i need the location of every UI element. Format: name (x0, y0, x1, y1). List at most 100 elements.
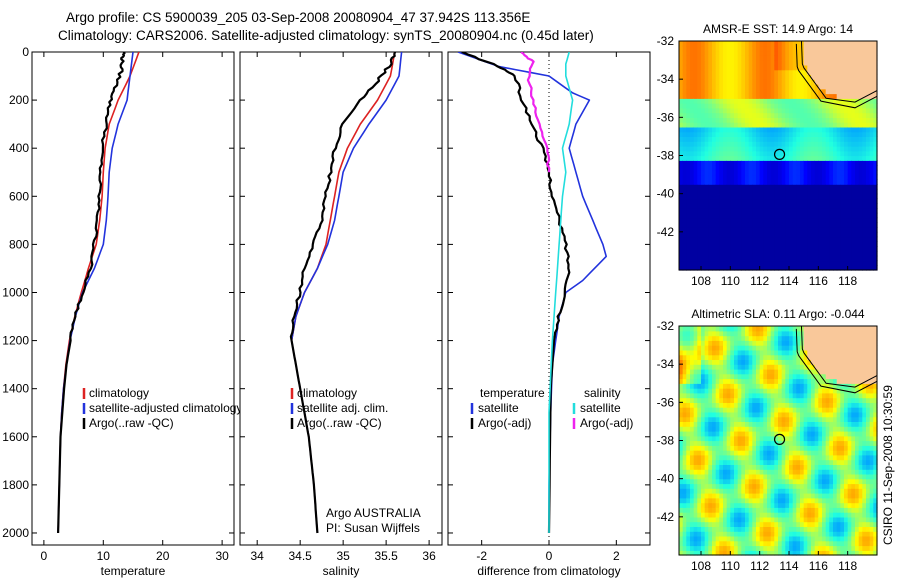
map-cell (708, 117, 713, 123)
map-cell (822, 184, 827, 190)
map-cell (679, 174, 684, 180)
map-cell (770, 55, 775, 61)
map-cell (847, 246, 852, 252)
map-cell (800, 550, 805, 556)
map-cell (833, 326, 838, 332)
map-cell (708, 416, 713, 422)
map-cell (800, 473, 805, 480)
map-cell (851, 265, 856, 271)
map-cell (866, 250, 871, 257)
map-cell (792, 179, 797, 185)
map-cell (781, 516, 786, 523)
map-cell (825, 107, 830, 114)
map-cell (796, 236, 801, 242)
map-cell (712, 265, 717, 271)
map-cell (693, 497, 698, 504)
map-cell (778, 426, 783, 432)
map-cell (763, 497, 768, 504)
map-cell (697, 450, 702, 456)
map-cell (756, 241, 761, 247)
map-cell (814, 445, 819, 451)
map-cell (789, 402, 794, 408)
map-cell (844, 184, 849, 190)
map-cell (778, 184, 783, 190)
map-cell (840, 359, 845, 365)
map-cell (719, 402, 724, 408)
map-cell (734, 473, 739, 480)
map-cell (734, 402, 739, 408)
map-cell (858, 198, 863, 204)
map-cell (741, 550, 746, 556)
map-cell (767, 426, 772, 432)
map-cell (811, 411, 816, 418)
map-cell (723, 265, 728, 271)
map-cell (767, 440, 772, 446)
map-cell (825, 440, 830, 446)
map-cell (873, 64, 878, 71)
map-cell (818, 488, 823, 494)
map-cell (866, 188, 871, 195)
map-cell (818, 354, 823, 360)
map-cell (781, 540, 786, 547)
map-cell (774, 250, 779, 257)
map-cell (704, 378, 709, 384)
map-cell (792, 217, 797, 223)
map-cell (840, 488, 845, 494)
map-cell (734, 50, 739, 56)
map-cell (785, 160, 790, 166)
map-cell (803, 250, 808, 257)
map-cell (752, 535, 757, 542)
map-cell (759, 107, 764, 114)
map-cell (723, 450, 728, 456)
map-cell (778, 131, 783, 137)
map-cell (748, 117, 753, 123)
map-cell (723, 126, 728, 133)
map-cell (701, 493, 706, 499)
map-cell (833, 392, 838, 399)
map-cell (734, 146, 739, 152)
map-cell (774, 45, 779, 52)
map-cell (730, 265, 735, 271)
map-cell (796, 136, 801, 142)
map-cell (719, 188, 724, 195)
map-cell (697, 330, 702, 337)
map-cell (803, 550, 808, 556)
map-cell (745, 64, 750, 71)
map-cell (763, 41, 768, 47)
map-cell (737, 502, 742, 508)
x-tick-label: 118 (838, 274, 857, 288)
map-cell (697, 340, 702, 346)
map-cell (847, 179, 852, 185)
map-cell (836, 345, 841, 351)
map-cell (822, 464, 827, 470)
map-cell (734, 368, 739, 375)
map-cell (770, 526, 775, 532)
map-cell (770, 402, 775, 408)
map-cell (767, 69, 772, 75)
map-cell (814, 450, 819, 456)
map-cell (704, 349, 709, 356)
map-cell (763, 326, 768, 332)
map-cell (726, 368, 731, 375)
map-cell (686, 236, 691, 242)
map-cell (818, 497, 823, 504)
map-cell (825, 545, 830, 551)
map-cell (840, 512, 845, 518)
map-cell (679, 392, 684, 399)
map-cell (682, 169, 687, 176)
map-cell (873, 69, 878, 75)
map-cell (682, 526, 687, 532)
map-cell (730, 131, 735, 137)
map-cell (701, 165, 706, 171)
map-cell (719, 473, 724, 480)
map-cell (748, 45, 753, 52)
map-cell (719, 184, 724, 190)
map-cell (785, 88, 790, 95)
map-cell (756, 141, 761, 147)
map-cell (781, 378, 786, 384)
map-cell (759, 397, 764, 403)
map-cell (756, 349, 761, 356)
map-cell (708, 222, 713, 228)
map-cell (708, 335, 713, 341)
map-cell (719, 326, 724, 332)
